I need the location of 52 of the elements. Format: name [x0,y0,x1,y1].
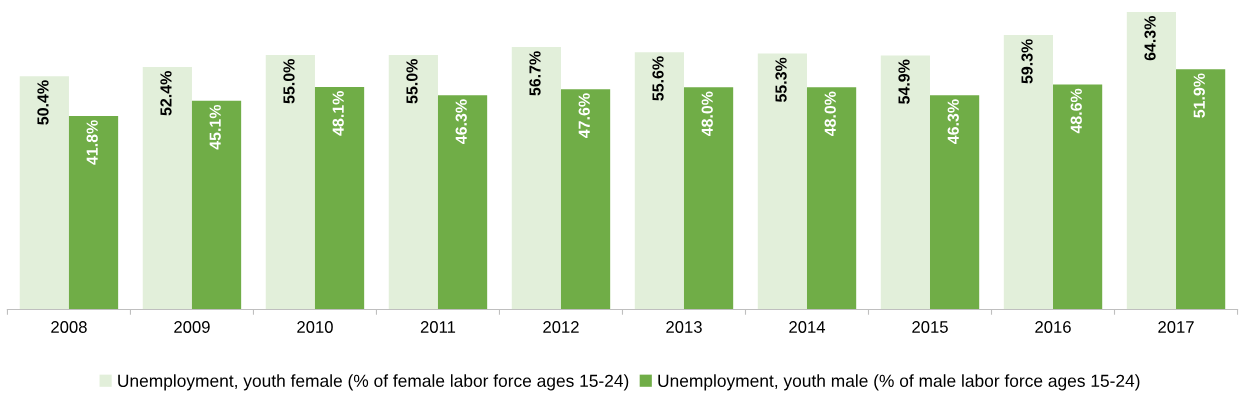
data-label: 45.1% [209,104,221,150]
bar [1003,35,1054,310]
data-label: 48.0% [824,91,836,137]
bar [930,95,980,310]
data-label: 54.9% [898,59,910,104]
bar [757,53,807,310]
bar [265,54,315,310]
bar [511,47,561,310]
data-label: 48.6% [1070,88,1082,134]
x-tick-label: 2011 [420,321,456,333]
data-label: 46.3% [947,99,959,144]
x-tick-label: 2015 [912,321,948,333]
x-tick-label: 2013 [666,321,702,333]
bar [314,86,365,310]
data-label: 56.7% [529,51,541,96]
data-label: 55.3% [775,57,787,103]
data-label: 50.4% [37,80,49,125]
x-tick-label: 2008 [51,321,87,333]
bar [1176,69,1226,310]
bar [142,66,192,310]
data-label: 64.3% [1144,16,1156,61]
legend-label: Unemployment, youth female (% of female labor force ages 15-24) [118,374,629,391]
bar [560,89,611,310]
x-tick-label: 2014 [789,321,826,333]
data-label: 46.3% [455,99,467,144]
data-label: 48.1% [332,91,344,136]
x-tick-label: 2009 [174,321,210,333]
x-tick-label: 2010 [297,321,333,333]
data-label: 59.3% [1021,39,1033,84]
bar [806,87,857,310]
data-label: 51.9% [1193,73,1205,118]
legend-label: Unemployment, youth male (% of male labor force ages 15-24) [658,374,1140,391]
x-tick-label: 2017 [1158,321,1194,333]
data-label: 41.8% [86,120,98,165]
bar [1053,84,1103,310]
data-label: 52.4% [160,71,172,116]
bar [880,55,930,310]
bar [437,95,488,310]
bar [191,100,242,310]
data-label: 47.6% [578,93,590,138]
data-label: 55.6% [652,56,664,101]
bar [1126,11,1177,310]
bar [634,52,684,310]
data-label: 55.0% [406,59,418,104]
x-tick-label: 2012 [543,321,579,333]
data-label: 48.0% [701,91,713,137]
x-tick-label: 2016 [1035,321,1071,333]
bar [19,76,69,310]
bar [68,116,119,310]
bar [388,54,438,310]
bar [683,87,734,310]
data-label: 55.0% [283,59,295,104]
